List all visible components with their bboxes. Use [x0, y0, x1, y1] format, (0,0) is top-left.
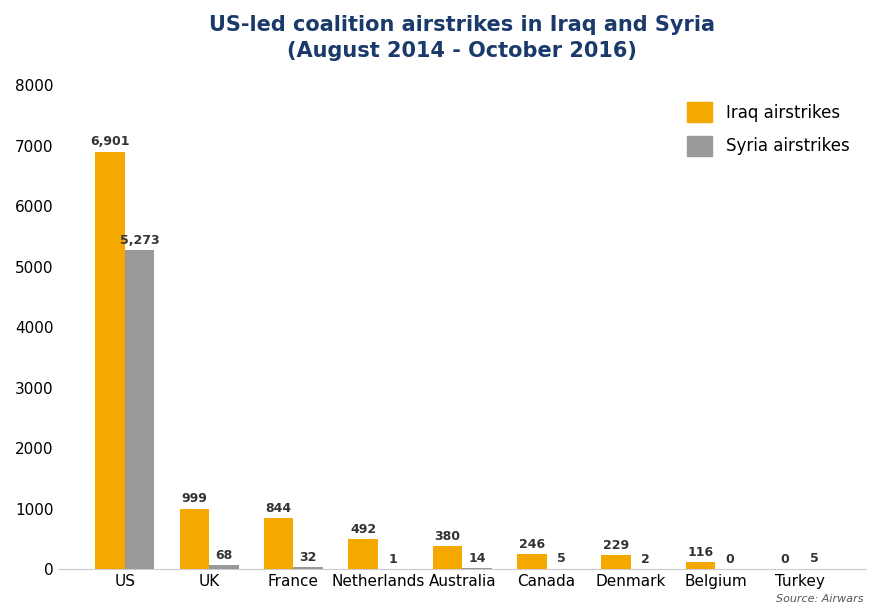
Text: 229: 229	[603, 539, 629, 552]
Bar	[264, 518, 293, 569]
Bar	[95, 152, 125, 569]
Bar	[348, 539, 378, 569]
Bar	[517, 554, 546, 569]
Text: 116: 116	[687, 546, 714, 559]
Text: 32: 32	[300, 551, 317, 564]
Text: 2: 2	[641, 553, 650, 565]
Text: 246: 246	[519, 538, 545, 551]
Text: 844: 844	[266, 501, 292, 515]
Text: 5: 5	[557, 553, 566, 565]
Bar	[180, 509, 209, 569]
Text: 5: 5	[811, 553, 819, 565]
Text: 492: 492	[350, 523, 376, 536]
Text: 1: 1	[389, 553, 397, 565]
Bar	[433, 546, 463, 569]
Text: 68: 68	[215, 548, 233, 562]
Bar	[125, 250, 154, 569]
Bar	[685, 562, 715, 569]
Text: 0: 0	[781, 553, 789, 565]
Text: 14: 14	[469, 552, 485, 565]
Title: US-led coalition airstrikes in Iraq and Syria
(August 2014 - October 2016): US-led coalition airstrikes in Iraq and …	[210, 15, 715, 62]
Text: 5,273: 5,273	[120, 234, 159, 247]
Text: 6,901: 6,901	[90, 135, 130, 148]
Text: Source: Airwars: Source: Airwars	[776, 594, 863, 604]
Text: 380: 380	[434, 529, 461, 543]
Bar	[293, 567, 323, 569]
Bar	[209, 565, 239, 569]
Text: 0: 0	[726, 553, 735, 565]
Bar	[463, 568, 492, 569]
Legend: Iraq airstrikes, Syria airstrikes: Iraq airstrikes, Syria airstrikes	[679, 93, 858, 164]
Bar	[602, 555, 631, 569]
Text: 999: 999	[181, 492, 207, 505]
